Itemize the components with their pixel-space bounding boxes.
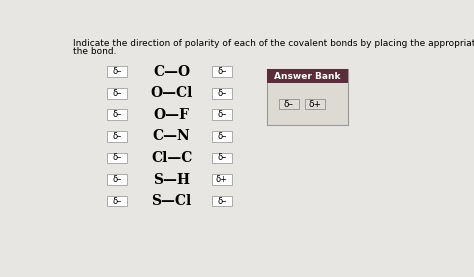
Text: δ–: δ– xyxy=(113,153,122,163)
Text: δ–: δ– xyxy=(113,132,122,141)
FancyBboxPatch shape xyxy=(305,99,325,109)
Text: Indicate the direction of polarity of each of the covalent bonds by placing the : Indicate the direction of polarity of ea… xyxy=(73,39,474,48)
Text: S—Cl: S—Cl xyxy=(152,194,192,208)
Text: δ–: δ– xyxy=(217,132,227,141)
Text: δ–: δ– xyxy=(113,197,122,206)
FancyBboxPatch shape xyxy=(212,153,232,163)
FancyBboxPatch shape xyxy=(212,66,232,77)
Text: Answer Bank: Answer Bank xyxy=(274,72,341,81)
FancyBboxPatch shape xyxy=(107,109,128,120)
FancyBboxPatch shape xyxy=(267,70,348,125)
Text: Cl—C: Cl—C xyxy=(151,151,192,165)
FancyBboxPatch shape xyxy=(212,174,232,185)
FancyBboxPatch shape xyxy=(107,153,128,163)
Text: δ+: δ+ xyxy=(309,99,321,109)
Text: δ–: δ– xyxy=(113,67,122,76)
Text: S—H: S—H xyxy=(153,173,190,186)
Text: the bond.: the bond. xyxy=(73,47,117,56)
Text: C—O: C—O xyxy=(153,65,190,79)
Text: δ–: δ– xyxy=(113,175,122,184)
FancyBboxPatch shape xyxy=(107,196,128,206)
FancyBboxPatch shape xyxy=(107,66,128,77)
Text: C—N: C—N xyxy=(153,129,191,143)
Text: δ–: δ– xyxy=(217,197,227,206)
Text: δ–: δ– xyxy=(113,110,122,119)
Text: δ–: δ– xyxy=(217,67,227,76)
FancyBboxPatch shape xyxy=(212,109,232,120)
FancyBboxPatch shape xyxy=(212,131,232,142)
Text: δ–: δ– xyxy=(217,153,227,163)
Text: O—Cl: O—Cl xyxy=(150,86,193,100)
Text: δ–: δ– xyxy=(113,89,122,98)
FancyBboxPatch shape xyxy=(267,70,348,83)
FancyBboxPatch shape xyxy=(212,88,232,99)
FancyBboxPatch shape xyxy=(107,174,128,185)
Text: δ+: δ+ xyxy=(216,175,228,184)
FancyBboxPatch shape xyxy=(107,88,128,99)
Text: O—F: O—F xyxy=(154,108,190,122)
Text: δ–: δ– xyxy=(217,89,227,98)
FancyBboxPatch shape xyxy=(279,99,299,109)
Text: δ–: δ– xyxy=(217,110,227,119)
Text: δ–: δ– xyxy=(283,99,294,109)
FancyBboxPatch shape xyxy=(212,196,232,206)
FancyBboxPatch shape xyxy=(107,131,128,142)
